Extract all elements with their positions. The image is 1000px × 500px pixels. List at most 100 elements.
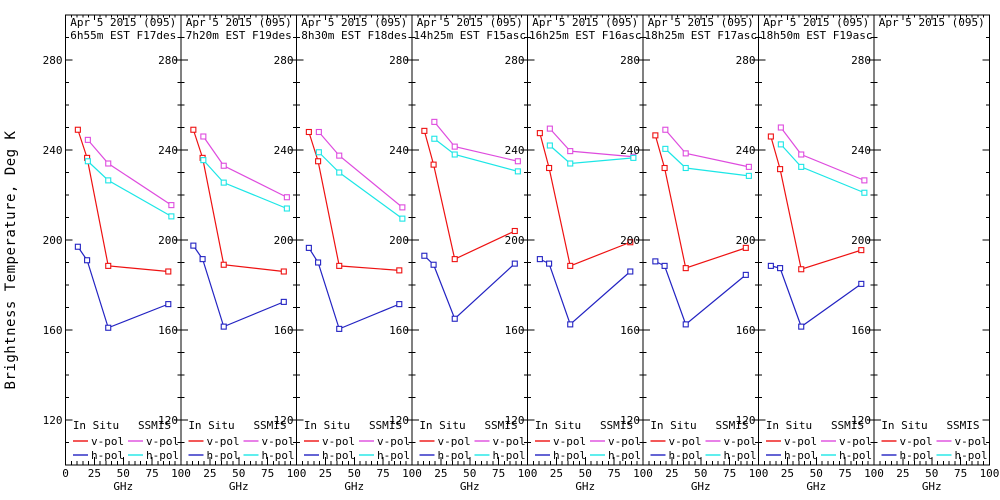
series-in_situ_h: [305, 244, 403, 332]
series-marker-ssmis_v: [798, 151, 805, 158]
series-ssmis_h: [315, 149, 406, 222]
series-marker-in_situ_v: [742, 244, 749, 251]
x-tick-label: 25: [665, 467, 678, 480]
legend-group-insitu: In Situ: [881, 419, 927, 432]
legend-label-in_situ_h: h-pol: [553, 449, 586, 462]
series-marker-ssmis_v: [336, 152, 343, 159]
series-marker-in_situ_h: [546, 260, 553, 267]
axis-ticks: [412, 15, 528, 465]
axis-ticks: [65, 15, 181, 465]
y-tick-label: 200: [851, 234, 871, 247]
series-marker-ssmis_h: [283, 205, 290, 212]
legend-group-ssmis: SSMIS: [946, 419, 979, 432]
legend-label-in_situ_h: h-pol: [669, 449, 702, 462]
series-marker-in_situ_v: [767, 133, 774, 140]
legend-label-in_situ_v: v-pol: [438, 435, 471, 448]
series-marker-in_situ_h: [165, 301, 172, 308]
series-marker-ssmis_h: [798, 163, 805, 170]
series-marker-in_situ_v: [315, 158, 322, 165]
axis-ticks: [296, 15, 412, 465]
legend-group-ssmis: SSMIS: [715, 419, 748, 432]
panel-title-date: Apr 5 2015 (095): [186, 16, 292, 29]
panel-title-date: Apr 5 2015 (095): [70, 16, 176, 29]
series-ssmis_v: [315, 128, 406, 211]
y-tick-label: 280: [620, 54, 640, 67]
series-ssmis_v: [84, 136, 175, 209]
series-marker-in_situ_v: [396, 267, 403, 274]
series-marker-ssmis_h: [336, 169, 343, 176]
x-tick-label: 75: [954, 467, 967, 480]
series-marker-ssmis_h: [567, 160, 574, 167]
series-in_situ_h: [536, 256, 634, 328]
series-marker-ssmis_h: [220, 179, 227, 186]
series-marker-in_situ_v: [777, 166, 784, 173]
legend-label-ssmis_v: v-pol: [493, 435, 526, 448]
x-tick-label: 75: [839, 467, 852, 480]
series-marker-ssmis_v: [200, 133, 207, 140]
series-marker-in_situ_v: [652, 132, 659, 139]
y-tick-label: 240: [620, 144, 640, 157]
series-marker-ssmis_v: [662, 126, 669, 133]
x-tick-label: 75: [146, 467, 159, 480]
series-marker-in_situ_v: [627, 239, 634, 246]
legend-label-in_situ_h: h-pol: [322, 449, 355, 462]
y-tick-label: 240: [389, 144, 409, 157]
series-marker-in_situ_h: [315, 259, 322, 266]
series-marker-ssmis_h: [84, 158, 91, 165]
y-tick-label: 120: [274, 414, 294, 427]
series-marker-in_situ_v: [511, 227, 518, 235]
series-marker-in_situ_v: [546, 164, 553, 172]
panel-title-time: 7h20m EST F19des: [186, 29, 292, 42]
series-line-in_situ_h: [192, 245, 285, 328]
series-marker-in_situ_v: [280, 268, 287, 275]
y-tick-label: 200: [620, 234, 640, 247]
series-line-in_situ_v: [770, 136, 862, 271]
series-in_situ_v: [536, 130, 634, 269]
x-tick-label: 50: [579, 467, 592, 480]
series-line-in_situ_h: [308, 247, 400, 330]
series-marker-in_situ_h: [396, 301, 403, 308]
x-tick-label: 50: [925, 467, 938, 480]
legend-label-ssmis_h: h-pol: [377, 449, 410, 462]
x-tick-label: 25: [434, 467, 447, 480]
series-marker-ssmis_h: [399, 215, 406, 222]
y-tick-label: 160: [389, 324, 409, 337]
panel-title-date: Apr 5 2015 (095): [301, 16, 407, 29]
y-tick-label: 280: [736, 54, 756, 67]
series-in_situ_h: [767, 262, 865, 330]
y-tick-label: 200: [158, 234, 178, 247]
series-marker-in_situ_v: [220, 261, 227, 268]
panel-2: 120 160 200 240 280 25 50 75 100 GHz Apr 5 2015 (0…: [158, 14, 306, 493]
legend-label-ssmis_h: h-pol: [724, 449, 757, 462]
series-marker-in_situ_h: [220, 323, 227, 330]
legend-group-ssmis: SSMIS: [138, 419, 171, 432]
series-marker-in_situ_v: [74, 126, 81, 133]
series-marker-in_situ_h: [305, 244, 312, 251]
legend-label-ssmis_h: h-pol: [493, 449, 526, 462]
panel-title-time: 16h25m EST F16asc: [529, 29, 642, 42]
y-tick-label: 120: [851, 414, 871, 427]
series-marker-ssmis_v: [777, 124, 784, 131]
legend-label-ssmis_v: v-pol: [377, 435, 410, 448]
series-marker-in_situ_h: [627, 268, 634, 275]
legend-label-ssmis_h: h-pol: [839, 449, 872, 462]
series-marker-in_situ_h: [661, 262, 668, 269]
panel-1: 120 160 200 240 280 0 25 50 75 100 GHz Apr 5 2015 (…: [43, 14, 191, 493]
series-in_situ_v: [305, 128, 403, 274]
series-marker-ssmis_h: [546, 142, 553, 149]
y-tick-label: 120: [43, 414, 63, 427]
x-tick-label: 75: [492, 467, 505, 480]
x-tick-label: 50: [117, 467, 130, 480]
legend-label-in_situ_v: v-pol: [91, 435, 124, 448]
series-line-in_situ_h: [655, 260, 747, 326]
series-marker-ssmis_v: [399, 204, 406, 211]
legend-label-ssmis_v: v-pol: [955, 435, 988, 448]
series-marker-in_situ_h: [421, 252, 428, 259]
legend-label-ssmis_v: v-pol: [146, 435, 179, 448]
series-marker-ssmis_h: [451, 151, 458, 158]
series-line-in_situ_h: [77, 246, 169, 329]
